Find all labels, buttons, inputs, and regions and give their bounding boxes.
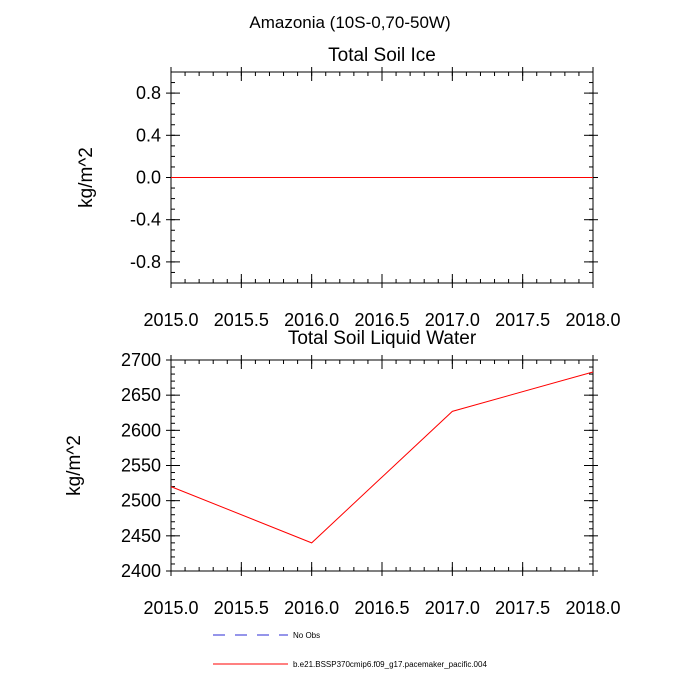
y-tick-label: 2550 — [121, 456, 161, 476]
chart-total-soil-liquid-water: Total Soil Liquid Water kg/m^2 2015.0 2015.… — [64, 328, 621, 618]
x-tick-label: 2016.0 — [284, 598, 339, 618]
legend-no-obs-label: No Obs — [293, 631, 320, 640]
x-tick-label: 2017.0 — [425, 598, 480, 618]
x-tick-label: 2017.5 — [495, 310, 550, 330]
x-tick-label: 2015.0 — [143, 310, 198, 330]
legend: No Obs b.e21.BSSP370cmip6.f09_g17.pacema… — [213, 631, 487, 669]
y-tick-label: 2700 — [121, 350, 161, 370]
y-tick-label: 2500 — [121, 491, 161, 511]
chart-title: Total Soil Liquid Water — [288, 328, 477, 349]
x-tick-label: 2016.0 — [284, 310, 339, 330]
x-tick-label: 2015.0 — [143, 598, 198, 618]
y-tick-label: 0.4 — [136, 125, 161, 145]
y-axis-label: kg/m^2 — [64, 435, 85, 496]
y-tick-label: 0.0 — [136, 168, 161, 188]
x-tick-label: 2017.5 — [495, 598, 550, 618]
y-tick-label: 2450 — [121, 526, 161, 546]
figure-suptitle: Amazonia (10S-0,70-50W) — [249, 13, 450, 32]
x-tick-label: 2017.0 — [425, 310, 480, 330]
y-tick-label: 0.8 — [136, 83, 161, 103]
legend-model-label: b.e21.BSSP370cmip6.f09_g17.pacemaker_pac… — [293, 660, 487, 669]
x-tick-label: 2018.0 — [565, 310, 620, 330]
x-tick-label: 2016.5 — [354, 310, 409, 330]
series-line — [170, 371, 594, 544]
y-tick-label: 2650 — [121, 385, 161, 405]
chart-title: Total Soil Ice — [328, 45, 436, 66]
x-tick-label: 2015.5 — [214, 598, 269, 618]
x-tick-label: 2016.5 — [354, 598, 409, 618]
y-tick-label: 2600 — [121, 420, 161, 440]
y-tick-label: 2400 — [121, 561, 161, 581]
y-axis-label: kg/m^2 — [76, 147, 97, 208]
plot-frame — [170, 359, 594, 572]
x-tick-label: 2018.0 — [565, 598, 620, 618]
y-tick-label: -0.8 — [130, 252, 161, 272]
x-tick-label: 2015.5 — [214, 310, 269, 330]
chart-total-soil-ice: Total Soil Ice kg/m^2 2015.0 2015.5 2016.0 20… — [76, 45, 621, 330]
y-tick-label: -0.4 — [130, 210, 161, 230]
